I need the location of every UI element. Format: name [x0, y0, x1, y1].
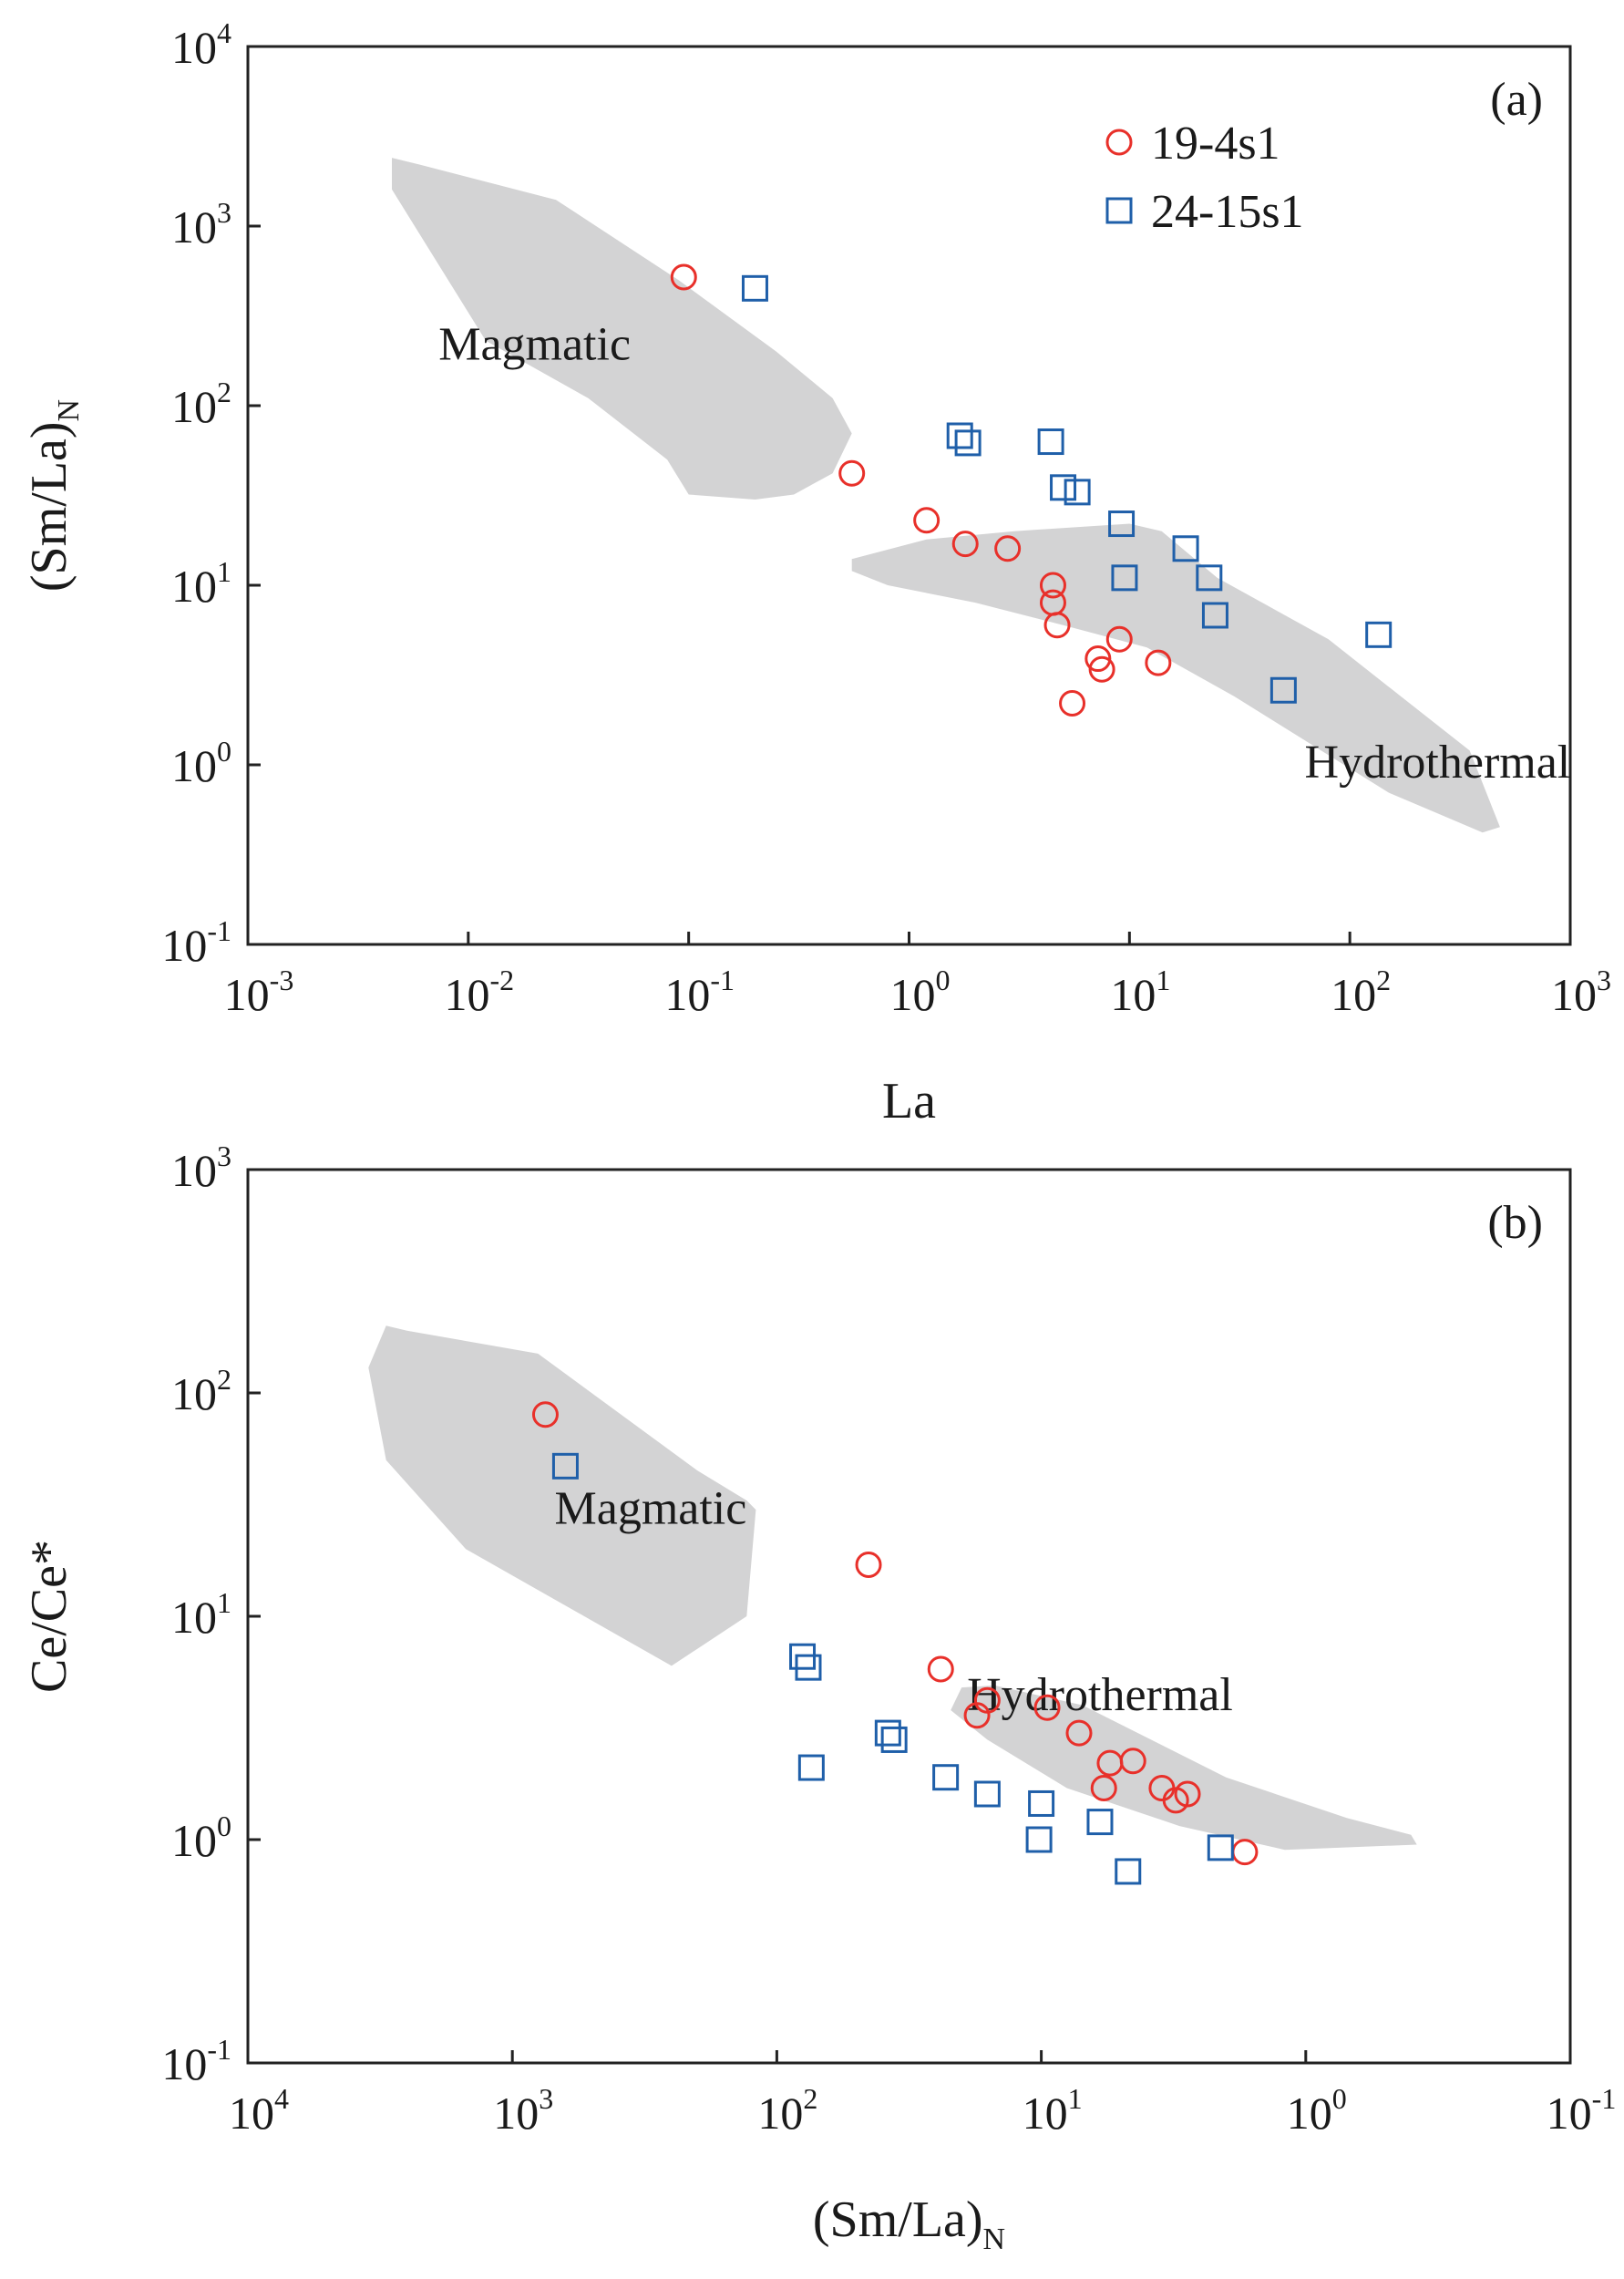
- point-19-4s1: [1059, 690, 1086, 717]
- panel-b: 104 103 102 101 100 10-1 10-1 100 101 102 103 (Sm/L…: [21, 1140, 1616, 2256]
- point-24-15s1: [795, 1654, 822, 1681]
- point-24-15s1: [1025, 1826, 1053, 1853]
- y-tick-label: 100: [171, 1810, 231, 1866]
- legend-label: 19-4s1: [1151, 118, 1280, 170]
- point-24-15s1: [1028, 1789, 1055, 1817]
- point-24-15s1: [932, 1764, 960, 1791]
- point-19-4s1: [913, 507, 940, 534]
- point-24-15s1: [1037, 428, 1064, 456]
- y-tick-label: 104: [171, 16, 231, 73]
- y-axis-label: (Sm/La)N: [21, 399, 86, 592]
- point-24-15s1: [1108, 510, 1136, 538]
- field-hydrothermal: [951, 1685, 1417, 1851]
- point-19-4s1: [1065, 1719, 1093, 1747]
- y-tick-label: 102: [171, 376, 231, 432]
- y-tick-label: 101: [171, 1586, 231, 1643]
- point-24-15s1: [1201, 602, 1228, 629]
- point-24-15s1: [797, 1754, 825, 1781]
- x-tick-label: 103: [493, 2082, 553, 2139]
- x-tick-label: 101: [1023, 2082, 1083, 2139]
- panel-label: (a): [1490, 74, 1543, 126]
- point-24-15s1: [880, 1726, 908, 1753]
- point-19-4s1: [1090, 1775, 1117, 1802]
- point-24-15s1: [946, 422, 973, 449]
- point-19-4s1: [1043, 612, 1071, 639]
- x-axis-label: (Sm/La)N: [813, 2191, 1005, 2256]
- y-tick-label: 103: [171, 1140, 231, 1196]
- point-19-4s1: [1119, 1748, 1146, 1775]
- x-tick-label: 10-3: [224, 964, 294, 1020]
- point-19-4s1: [1088, 655, 1115, 683]
- point-24-15s1: [1111, 564, 1138, 592]
- point-24-15s1: [551, 1452, 579, 1480]
- x-tick-label: 100: [1287, 2082, 1347, 2139]
- point-24-15s1: [1086, 1809, 1114, 1836]
- x-tick-label: 102: [757, 2082, 817, 2139]
- point-24-15s1: [1115, 1858, 1142, 1885]
- field-label-magmatic: Magmatic: [438, 319, 631, 371]
- y-tick-label: 10-1: [161, 2033, 231, 2089]
- point-24-15s1: [741, 274, 768, 302]
- point-19-4s1: [855, 1552, 882, 1579]
- legend-marker-square: [1105, 197, 1133, 224]
- point-19-4s1: [531, 1401, 559, 1428]
- point-19-4s1: [1231, 1839, 1259, 1866]
- y-axis-label: Ce/Ce*: [21, 1540, 77, 1693]
- legend-label: 24-15s1: [1151, 186, 1304, 238]
- point-19-4s1: [838, 459, 866, 487]
- y-tick-label: 100: [171, 735, 231, 791]
- panel-a: 10-3 10-2 10-1 100 101 102 103 10-1 100 101 102 103…: [21, 16, 1611, 1129]
- point-24-15s1: [1269, 676, 1297, 704]
- point-19-4s1: [994, 535, 1022, 562]
- point-24-15s1: [954, 429, 982, 457]
- x-tick-label: 102: [1331, 964, 1391, 1020]
- point-24-15s1: [1050, 474, 1077, 501]
- field-label-magmatic: Magmatic: [555, 1482, 747, 1534]
- field-magmatic: [368, 1325, 756, 1666]
- y-tick-label: 102: [171, 1363, 231, 1419]
- legend-marker-circle: [1105, 129, 1133, 156]
- point-19-4s1: [1039, 572, 1066, 599]
- point-24-15s1: [1365, 621, 1393, 648]
- point-19-4s1: [963, 1702, 991, 1729]
- y-tick-label: 10-1: [161, 914, 231, 971]
- point-24-15s1: [1064, 479, 1091, 506]
- point-19-4s1: [670, 263, 697, 291]
- point-19-4s1: [927, 1655, 954, 1683]
- x-tick-label: 10-1: [664, 964, 735, 1020]
- panel-label: (b): [1487, 1197, 1543, 1249]
- point-19-4s1: [1174, 1780, 1201, 1808]
- plot-frame: [246, 1168, 1572, 2065]
- point-24-15s1: [874, 1719, 901, 1747]
- x-tick-label: 100: [890, 964, 951, 1020]
- x-tick-label: 103: [1551, 964, 1611, 1020]
- x-tick-label: 10-1: [1547, 2082, 1617, 2139]
- x-tick-label: 10-2: [445, 964, 515, 1020]
- x-tick-label: 104: [229, 2082, 289, 2139]
- point-19-4s1: [1145, 649, 1172, 676]
- point-24-15s1: [1172, 535, 1199, 562]
- x-tick-label: 101: [1110, 964, 1170, 1020]
- field-label-hydrothermal: Hydrothermal: [1305, 737, 1571, 789]
- field-label-hydrothermal: Hydrothermal: [967, 1669, 1233, 1721]
- x-axis-label: La: [882, 1073, 936, 1129]
- point-24-15s1: [1207, 1834, 1234, 1861]
- field-magmatic: [392, 158, 852, 500]
- point-19-4s1: [1033, 1694, 1061, 1721]
- point-24-15s1: [973, 1780, 1001, 1808]
- point-19-4s1: [1084, 645, 1112, 673]
- point-19-4s1: [951, 531, 979, 558]
- point-19-4s1: [1105, 625, 1133, 653]
- field-hydrothermal: [851, 523, 1500, 833]
- y-tick-label: 101: [171, 555, 231, 612]
- point-24-15s1: [1196, 564, 1223, 592]
- y-tick-label: 103: [171, 196, 231, 253]
